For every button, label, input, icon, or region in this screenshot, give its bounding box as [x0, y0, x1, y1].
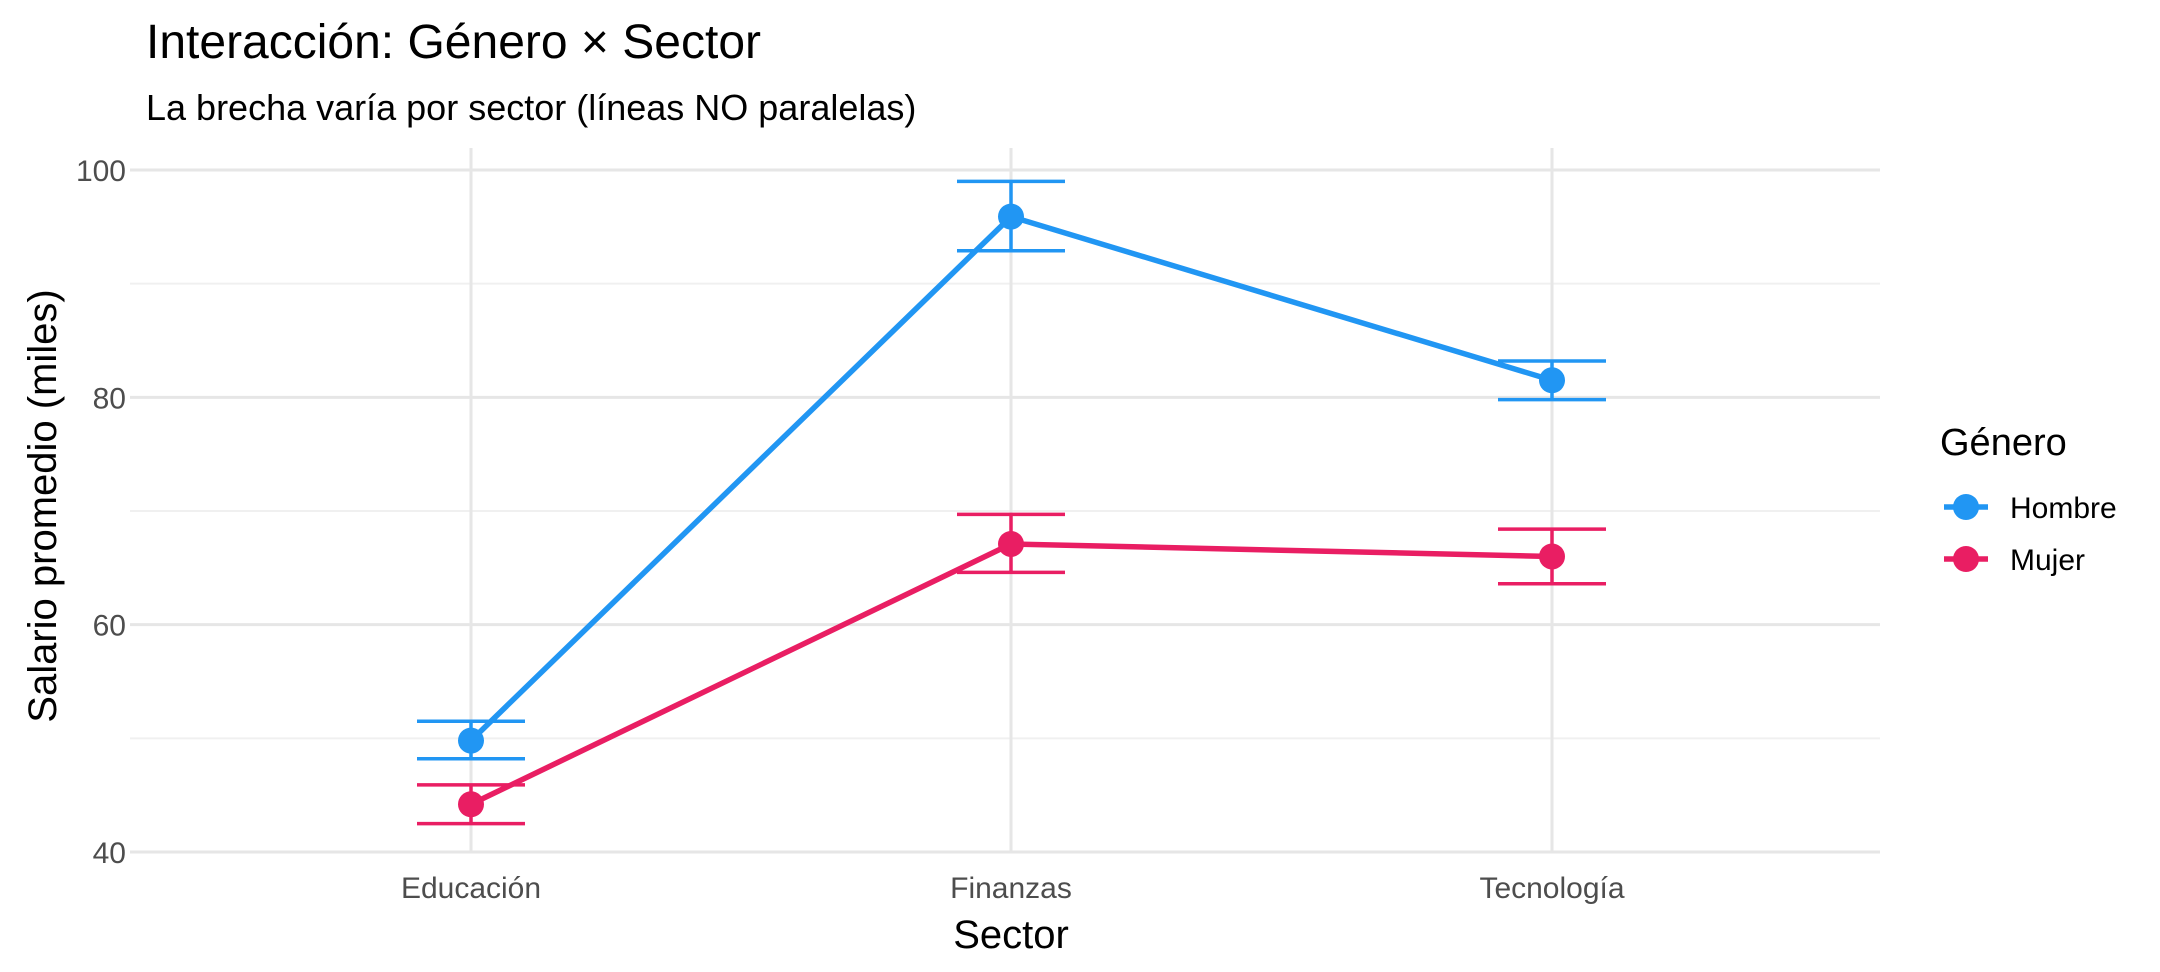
legend-title: Género — [1940, 422, 2067, 464]
x-tick-label: Educación — [401, 872, 541, 905]
chart-title: Interacción: Género × Sector — [146, 16, 761, 69]
series-mujer — [417, 512, 1606, 826]
y-tick-label: 40 — [93, 837, 126, 870]
legend-item-hombre: Hombre — [1944, 492, 2117, 525]
chart-subtitle: La brecha varía por sector (líneas NO pa… — [146, 87, 916, 128]
legend: Género Hombre Mujer — [1940, 422, 2117, 577]
y-tick-label: 100 — [76, 155, 126, 188]
x-axis-ticks: Educación Finanzas Tecnología — [401, 872, 1625, 905]
legend-item-mujer: Mujer — [1944, 544, 2085, 577]
data-point — [458, 727, 484, 754]
x-axis-title: Sector — [953, 913, 1069, 957]
data-point — [998, 530, 1024, 557]
legend-key-point — [1953, 546, 1979, 572]
legend-label: Hombre — [2010, 492, 2117, 525]
data-point — [458, 791, 484, 818]
legend-key-point — [1953, 494, 1979, 520]
series-hombre — [417, 179, 1606, 761]
grid — [130, 148, 1880, 854]
y-axis-ticks: 40 60 80 100 — [76, 155, 126, 870]
x-tick-label: Finanzas — [950, 872, 1072, 905]
x-tick-label: Tecnología — [1479, 872, 1624, 905]
y-tick-label: 60 — [93, 610, 126, 643]
data-point — [1539, 367, 1565, 394]
y-axis-title: Salario promedio (miles) — [21, 289, 65, 722]
series-layer — [417, 179, 1606, 826]
data-point — [998, 203, 1024, 230]
data-point — [1539, 543, 1565, 570]
y-tick-label: 80 — [93, 382, 126, 415]
legend-label: Mujer — [2010, 544, 2085, 577]
